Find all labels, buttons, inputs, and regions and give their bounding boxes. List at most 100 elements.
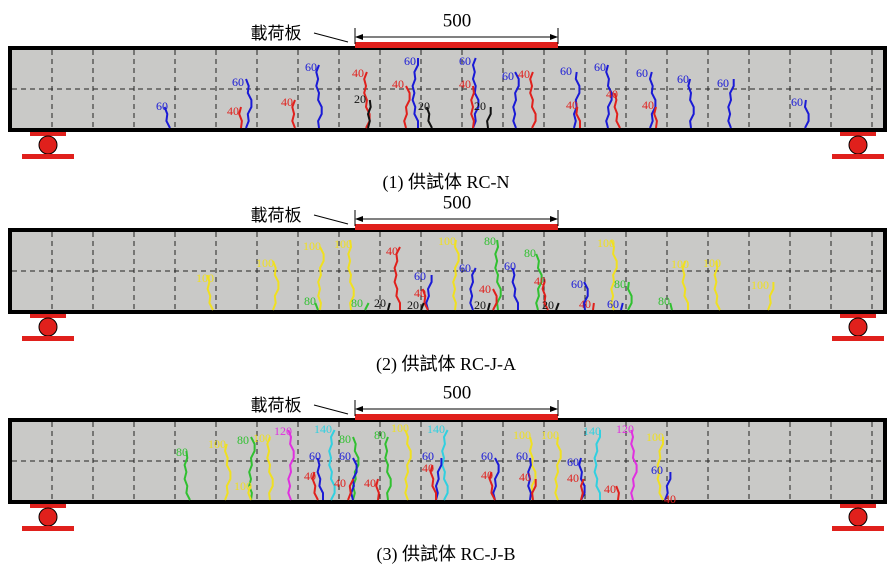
crack-label: 100: [513, 428, 531, 442]
crack-label: 60: [607, 297, 619, 311]
crack-label: 140: [314, 422, 332, 436]
crack-label: 60: [305, 60, 317, 74]
support-base: [832, 526, 884, 531]
support-roller: [39, 136, 57, 154]
crack-label: 120: [274, 424, 292, 438]
crack-label: 20: [418, 99, 430, 113]
crack-label: 40: [567, 471, 579, 485]
crack-label: 60: [504, 259, 516, 273]
crack-label: 20: [407, 298, 419, 312]
crack-label: 100: [646, 430, 664, 444]
plate-label: 載荷板: [251, 396, 302, 415]
crack-label: 100: [334, 237, 352, 251]
crack-label: 60: [156, 99, 168, 113]
crack-label: 40: [422, 461, 434, 475]
crack-label: 40: [519, 470, 531, 484]
crack-label: 60: [414, 269, 426, 283]
crack-label: 40: [304, 469, 316, 483]
crack-label: 40: [604, 482, 616, 496]
crack-label: 20: [474, 298, 486, 312]
crack-label: 40: [459, 77, 471, 91]
support-roller: [849, 318, 867, 336]
support-roller: [39, 318, 57, 336]
crack-label: 40: [392, 77, 404, 91]
crack-label: 100: [597, 236, 615, 250]
crack-label: 100: [256, 256, 274, 270]
crack-label: 60: [481, 449, 493, 463]
crack-label: 40: [566, 98, 578, 112]
crack-label: 60: [717, 76, 729, 90]
crack-label: 60: [232, 75, 244, 89]
support-plate: [840, 314, 876, 318]
crack-label: 100: [196, 271, 214, 285]
dimension-label: 500: [443, 10, 472, 31]
loading-plate: [355, 414, 558, 420]
support-plate: [840, 504, 876, 508]
crack-label: 20: [542, 298, 554, 312]
plate-label: 載荷板: [251, 24, 302, 43]
loading-plate: [355, 224, 558, 230]
crack-label: 60: [502, 69, 514, 83]
crack-label: 80: [658, 294, 670, 308]
crack-label: 80: [524, 246, 536, 260]
support-base: [22, 336, 74, 341]
crack-label: 140: [427, 422, 445, 436]
crack-label: 60: [339, 449, 351, 463]
crack-label: 80: [374, 428, 386, 442]
crack-label: 40: [534, 274, 546, 288]
caption: (2) 供試体 RC-J-A: [376, 354, 516, 375]
support-roller: [39, 508, 57, 526]
crack-label: 40: [281, 95, 293, 109]
crack-label: 60: [309, 449, 321, 463]
leader-line: [314, 33, 348, 42]
support-roller: [849, 136, 867, 154]
crack-label: 100: [438, 234, 456, 248]
support-plate: [840, 132, 876, 136]
crack-label: 100: [208, 437, 226, 451]
caption: (1) 供試体 RC-N: [383, 172, 510, 193]
dimension-label: 500: [443, 382, 472, 403]
crack-label: 60: [677, 72, 689, 86]
support-base: [22, 526, 74, 531]
crack-label: 80: [614, 277, 626, 291]
crack-label: 60: [651, 463, 663, 477]
crack-label: 20: [354, 92, 366, 106]
support-roller: [849, 508, 867, 526]
crack-label: 60: [571, 277, 583, 291]
crack-label: 40: [334, 476, 346, 490]
support-plate: [30, 132, 66, 136]
crack-label: 80: [484, 234, 496, 248]
crack-label: 80: [339, 432, 351, 446]
crack-label: 100: [391, 421, 409, 435]
crack-label: 60: [636, 66, 648, 80]
leader-line: [314, 215, 348, 224]
support-base: [832, 154, 884, 159]
crack-label: 100: [703, 256, 721, 270]
crack-label: 120: [616, 422, 634, 436]
crack-label: 100: [541, 428, 559, 442]
crack-label: 40: [606, 87, 618, 101]
crack-label: 60: [404, 54, 416, 68]
crack-label: 100: [234, 479, 252, 493]
crack-label: 100: [303, 239, 321, 253]
crack-label: 60: [560, 64, 572, 78]
loading-plate: [355, 42, 558, 48]
support-plate: [30, 314, 66, 318]
crack-label: 100: [253, 431, 271, 445]
support-base: [22, 154, 74, 159]
crack-label: 60: [791, 95, 803, 109]
dimension-label: 500: [443, 192, 472, 213]
crack-label: 80: [304, 294, 316, 308]
crack-label: 40: [352, 66, 364, 80]
figure: 500載荷板6060406040402060402060402060406040…: [0, 0, 893, 566]
crack-label: 60: [594, 60, 606, 74]
crack-label: 60: [459, 261, 471, 275]
crack-label: 100: [671, 257, 689, 271]
plate-label: 載荷板: [251, 206, 302, 225]
crack-label: 20: [374, 296, 386, 310]
caption: (3) 供試体 RC-J-B: [377, 544, 516, 565]
leader-line: [314, 405, 348, 414]
